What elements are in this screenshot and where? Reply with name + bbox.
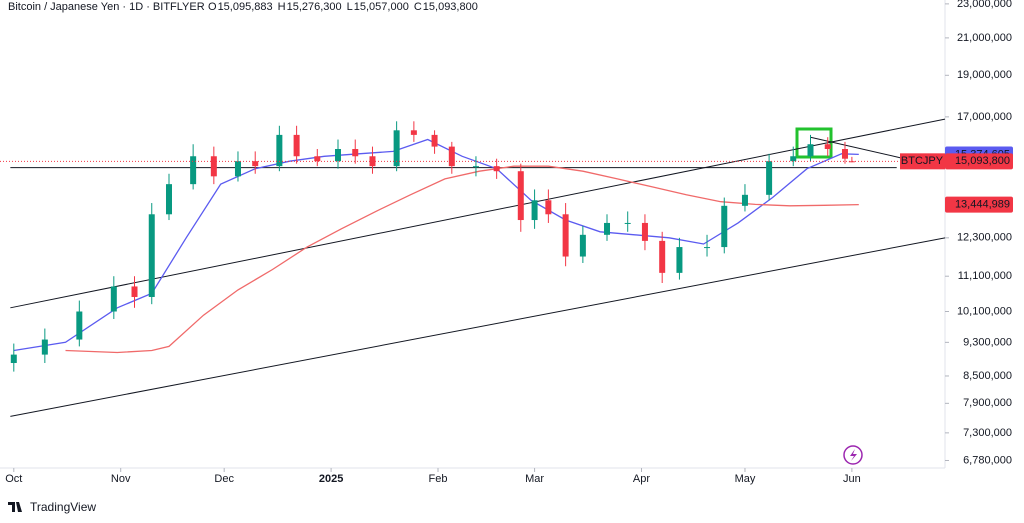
candle-body (531, 200, 538, 221)
event-icon-bolt (850, 449, 857, 461)
candle-body (641, 222, 648, 241)
ohlc-legend: O 15,095,883 H 15,276,300 L 15,057,000 C 15,093… (208, 1, 478, 13)
ohlc-label: O (208, 1, 217, 13)
y-tick-label: 23,000,000 (957, 0, 1012, 10)
candle-body (448, 146, 455, 167)
price-label: 13,444,989 (955, 198, 1010, 210)
logo (8, 502, 22, 512)
candle-body (314, 156, 321, 162)
candle-body (790, 156, 797, 162)
candle-body (393, 130, 400, 167)
candle-body (741, 194, 748, 206)
candle-body (276, 134, 283, 167)
ohlc-value: 15,276,300 (287, 1, 342, 13)
y-tick-label: 6,780,000 (963, 454, 1012, 466)
price-label-box (945, 153, 1013, 170)
candle-body (352, 148, 359, 157)
x-tick-label: Dec (214, 473, 234, 485)
candle-body (704, 247, 711, 249)
candle-body (604, 222, 611, 235)
x-tick-label: Mar (525, 473, 544, 485)
event-icon (843, 445, 863, 465)
candle-body (210, 156, 217, 177)
candle-body (410, 130, 417, 135)
candle-body (579, 234, 586, 257)
price-label-box (945, 196, 1013, 213)
candle-body (824, 144, 831, 149)
y-tick-label: 12,300,000 (957, 232, 1012, 244)
candle-body (807, 144, 814, 157)
y-tick-label: 10,100,000 (957, 305, 1012, 317)
candle-body (545, 200, 552, 215)
candle-body (431, 134, 438, 147)
y-tick-label: 9,300,000 (963, 336, 1012, 348)
candle-body (10, 354, 17, 364)
candle-body (76, 311, 83, 340)
x-tick-label: May (735, 473, 756, 485)
candle-body (190, 156, 197, 185)
candle-body (562, 214, 569, 257)
candle-body (131, 286, 138, 297)
y-tick-label: 11,100,000 (958, 270, 1012, 282)
trend-line (10, 237, 946, 417)
candle-body (293, 134, 300, 157)
candle-body (659, 240, 666, 273)
candle-body (841, 148, 848, 159)
brand: TradingView (30, 500, 96, 514)
candle-body (252, 161, 259, 167)
x-tick-label: Nov (111, 473, 131, 485)
trend-line (10, 118, 946, 309)
candle-body (110, 286, 117, 312)
ohlc-value: 15,093,800 (423, 1, 478, 13)
candle-body (517, 171, 524, 221)
ohlc-label: H (278, 1, 286, 13)
chart-title: Bitcoin / Japanese Yen · 1D · BITFLYER (8, 1, 205, 13)
candle-body (234, 161, 241, 177)
trend-line (810, 136, 901, 159)
y-tick-label: 21,000,000 (957, 32, 1012, 44)
y-tick-label: 7,900,000 (963, 397, 1012, 409)
y-tick-label: 8,500,000 (963, 370, 1012, 382)
candle-body (493, 166, 500, 172)
candle-body (624, 222, 631, 224)
x-tick-label: Oct (5, 473, 22, 485)
candle-body (721, 205, 728, 248)
candle-body (848, 161, 855, 163)
candle-body (766, 161, 773, 195)
ohlc-value: 15,057,000 (354, 1, 409, 13)
ohlc-value: 15,095,883 (218, 1, 273, 13)
candle-body (334, 148, 341, 162)
price-label: 15,093,800 (955, 155, 1010, 167)
ohlc-label: C (414, 1, 422, 13)
symbol-label: BTCJPY (901, 155, 944, 167)
x-tick-label: 2025 (319, 473, 343, 485)
candle-body (472, 166, 479, 168)
candle-body (676, 247, 683, 273)
x-tick-label: Jun (843, 473, 861, 485)
symbol-box (900, 153, 945, 170)
candle-body (41, 339, 48, 355)
candle-body (165, 184, 172, 215)
x-tick-label: Apr (633, 473, 650, 485)
candle-body (148, 214, 155, 297)
y-tick-label: 19,000,000 (957, 69, 1012, 81)
moving-average (65, 165, 859, 354)
y-tick-label: 17,000,000 (957, 111, 1012, 123)
y-tick-label: 7,300,000 (963, 427, 1012, 439)
ohlc-label: L (347, 1, 353, 13)
moving-average (13, 138, 859, 352)
x-tick-label: Feb (429, 473, 448, 485)
highlight-box (795, 127, 833, 159)
